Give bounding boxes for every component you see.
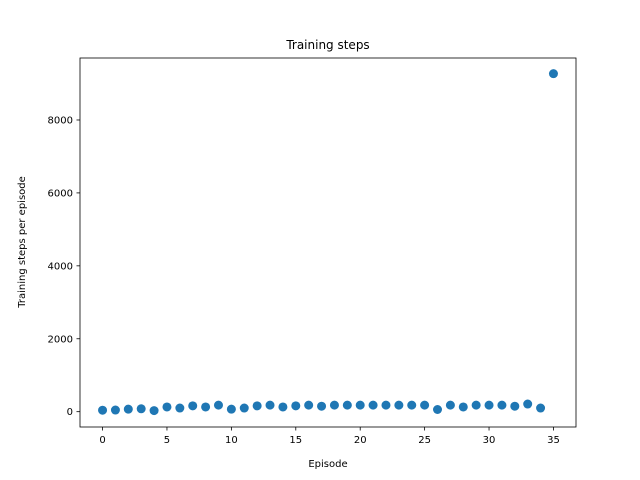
data-point	[523, 399, 533, 409]
data-point	[291, 401, 301, 411]
data-point	[304, 400, 314, 410]
data-point	[484, 400, 494, 410]
data-point	[342, 400, 352, 410]
x-tick-label: 30	[483, 435, 496, 446]
x-tick-label: 25	[418, 435, 431, 446]
data-point	[394, 400, 404, 410]
data-point	[162, 402, 172, 412]
data-point	[471, 400, 481, 410]
data-point	[381, 400, 391, 410]
y-axis: 0 2000 4000 6000 8000	[48, 115, 80, 418]
data-point	[110, 405, 120, 415]
y-tick-label: 0	[67, 407, 73, 418]
y-axis-label: Training steps per episode	[17, 176, 28, 309]
data-point	[355, 400, 365, 410]
data-point	[317, 401, 327, 411]
data-point	[175, 403, 185, 413]
data-point	[98, 405, 108, 415]
data-point	[458, 402, 468, 412]
data-point	[368, 400, 378, 410]
chart-title: Training steps	[285, 38, 369, 52]
y-tick-label: 6000	[48, 188, 73, 199]
data-point	[329, 400, 339, 410]
data-point	[445, 400, 455, 410]
x-tick-label: 0	[99, 435, 105, 446]
data-point	[188, 401, 198, 411]
data-point	[136, 404, 146, 414]
data-point	[265, 400, 275, 410]
x-tick-label: 15	[289, 435, 302, 446]
x-axis-label: Episode	[308, 459, 347, 470]
x-tick-label: 20	[354, 435, 367, 446]
data-point	[201, 402, 211, 412]
data-point	[123, 404, 133, 414]
data-point	[536, 403, 546, 413]
y-tick-label: 4000	[48, 261, 73, 272]
data-points	[98, 69, 558, 416]
y-tick-label: 2000	[48, 334, 73, 345]
x-tick-label: 5	[164, 435, 170, 446]
x-tick-label: 35	[547, 435, 560, 446]
data-point	[548, 69, 558, 79]
data-point	[252, 401, 262, 411]
x-axis: 0 5 10 15 20 25 30 35	[99, 427, 560, 446]
data-point	[497, 400, 507, 410]
y-tick-label: 8000	[48, 115, 73, 126]
data-point	[149, 406, 159, 416]
data-point	[278, 402, 288, 412]
data-point	[213, 400, 223, 410]
data-point	[433, 404, 443, 414]
x-tick-label: 10	[225, 435, 238, 446]
data-point	[420, 400, 430, 410]
plot-area	[79, 57, 577, 428]
data-point	[239, 403, 249, 413]
data-point	[510, 401, 520, 411]
data-point	[226, 404, 236, 414]
data-point	[407, 400, 417, 410]
